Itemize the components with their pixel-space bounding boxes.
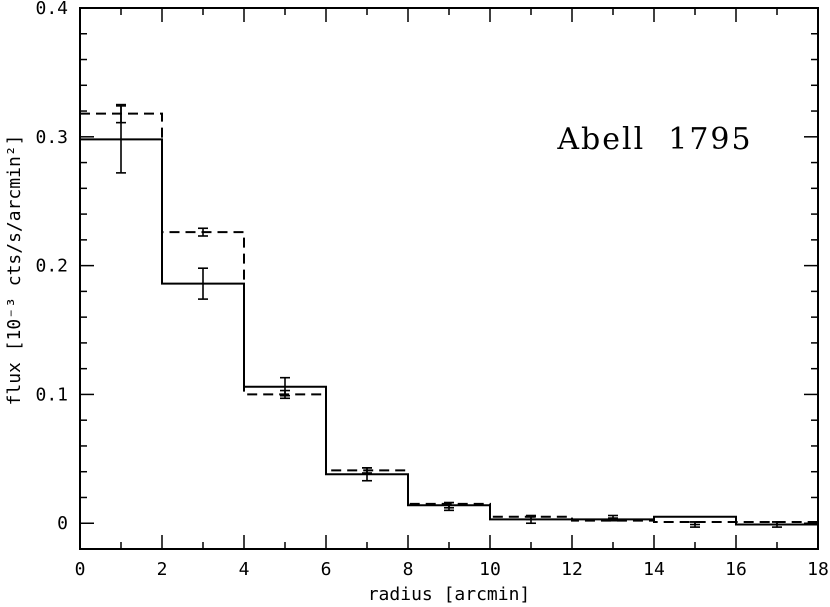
- x-tick-label: 14: [643, 559, 665, 580]
- y-tick-label: 0.3: [35, 127, 68, 148]
- chart-annotation: Abell 1795: [556, 122, 752, 157]
- solid-step-line: [80, 138, 818, 526]
- y-tick-label: 0.1: [35, 384, 68, 405]
- x-tick-label: 0: [75, 559, 86, 580]
- x-tick-label: 18: [807, 559, 829, 580]
- y-tick-label: 0.4: [35, 0, 68, 19]
- x-tick-label: 16: [725, 559, 747, 580]
- plot-frame: [79, 7, 819, 550]
- y-tick-label: 0.2: [35, 256, 68, 277]
- step-lines: [80, 112, 818, 526]
- axis-ticks: [79, 7, 819, 550]
- x-tick-label: 12: [561, 559, 583, 580]
- dashed-step-line: [80, 112, 818, 523]
- x-tick-label: 10: [479, 559, 501, 580]
- x-axis-label: radius [arcmin]: [368, 584, 531, 605]
- y-axis-label: flux [10⁻³ cts/s/arcmin²]: [4, 135, 25, 406]
- y-tick-label: 0: [57, 513, 68, 534]
- x-tick-label: 6: [321, 559, 332, 580]
- x-tick-label: 8: [403, 559, 414, 580]
- error-bars: [116, 103, 782, 528]
- x-tick-label: 2: [157, 559, 168, 580]
- x-tick-labels: 0 2 4 6 8 10 12 14 16 18: [75, 559, 829, 580]
- x-tick-label: 4: [239, 559, 250, 580]
- y-tick-labels: 0 0.1 0.2 0.3 0.4: [35, 0, 68, 534]
